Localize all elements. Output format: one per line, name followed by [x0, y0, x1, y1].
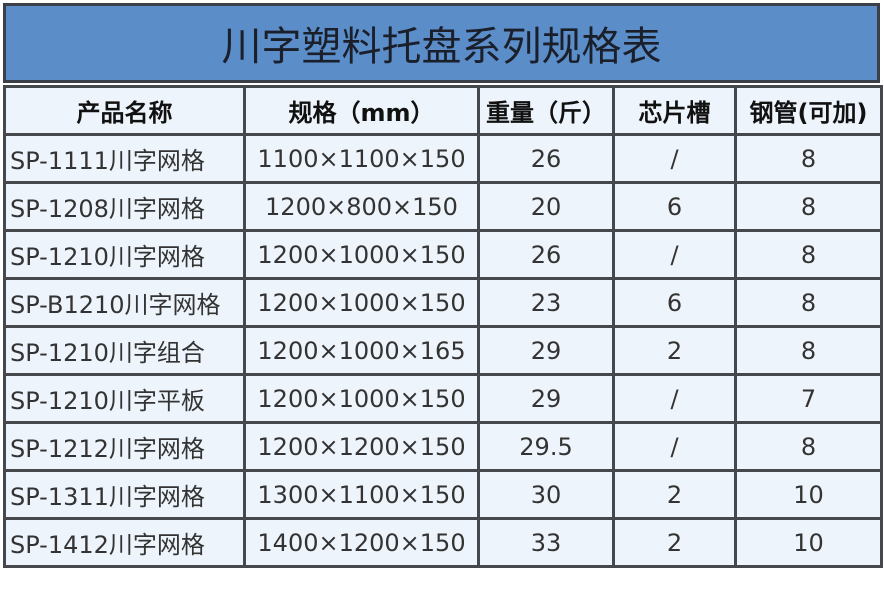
product-name-cell: SP-1311川字网格 — [3, 469, 246, 520]
chip-slot-cell: 6 — [612, 277, 737, 328]
steel-tube-cell: 8 — [734, 133, 883, 184]
product-name-cell: SP-1111川字网格 — [3, 133, 246, 184]
column-header: 重量（斤） — [477, 85, 615, 136]
table-row: SP-1212川字网格 1200×1200×150 29.5/8 — [3, 421, 883, 472]
chip-slot-cell: 2 — [612, 469, 737, 520]
spec-cell: 1200×1000×150 — [243, 373, 480, 424]
column-header: 钢管(可加) — [734, 85, 883, 136]
spec-table: 产品名称 规格（mm） 重量（斤） 芯片槽 钢管(可加) SP-1111川字网格 1100… — [3, 85, 883, 568]
product-name-cell: SP-1412川字网格 — [3, 517, 246, 568]
chip-slot-cell: / — [612, 133, 737, 184]
column-header: 规格（mm） — [243, 85, 480, 136]
steel-tube-cell: 7 — [734, 373, 883, 424]
spec-sheet: 川字塑料托盘系列规格表 产品名称 规格（mm） 重量（斤） 芯片槽 钢管(可加) SP-… — [3, 3, 883, 568]
steel-tube-cell: 8 — [734, 181, 883, 232]
spec-cell: 1200×1000×150 — [243, 277, 480, 328]
weight-cell: 26 — [477, 229, 615, 280]
weight-cell: 30 — [477, 469, 615, 520]
chip-slot-cell: / — [612, 373, 737, 424]
product-name-cell: SP-B1210川字网格 — [3, 277, 246, 328]
spec-cell: 1200×1200×150 — [243, 421, 480, 472]
column-header: 产品名称 — [3, 85, 246, 136]
spec-cell: 1100×1100×150 — [243, 133, 480, 184]
spec-cell: 1400×1200×150 — [243, 517, 480, 568]
weight-cell: 29.5 — [477, 421, 615, 472]
table-row: SP-1210川字网格 1200×1000×150 26/8 — [3, 229, 883, 280]
table-row: SP-B1210川字网格 1200×1000×150 23 6 8 — [3, 277, 883, 328]
chip-slot-cell: / — [612, 229, 737, 280]
product-name-cell: SP-1210川字组合 — [3, 325, 246, 376]
product-name-cell: SP-1212川字网格 — [3, 421, 246, 472]
product-name-cell: SP-1210川字平板 — [3, 373, 246, 424]
steel-tube-cell: 10 — [734, 517, 883, 568]
weight-cell: 29 — [477, 325, 615, 376]
table-row: SP-1210川字平板 1200×1000×150 29/7 — [3, 373, 883, 424]
spec-cell: 1200×800×150 — [243, 181, 480, 232]
table-row: SP-1311川字网格 1300×1100×150 30 2 10 — [3, 469, 883, 520]
table-title: 川字塑料托盘系列规格表 — [3, 3, 880, 83]
product-name-cell: SP-1208川字网格 — [3, 181, 246, 232]
spec-cell: 1300×1100×150 — [243, 469, 480, 520]
weight-cell: 33 — [477, 517, 615, 568]
steel-tube-cell: 8 — [734, 421, 883, 472]
weight-cell: 26 — [477, 133, 615, 184]
steel-tube-cell: 8 — [734, 277, 883, 328]
steel-tube-cell: 8 — [734, 325, 883, 376]
chip-slot-cell: 2 — [612, 517, 737, 568]
steel-tube-cell: 8 — [734, 229, 883, 280]
table-row: SP-1208川字网格 1200×800×150 20 6 8 — [3, 181, 883, 232]
chip-slot-cell: 6 — [612, 181, 737, 232]
table-row: SP-1111川字网格 1100×1100×150 26/8 — [3, 133, 883, 184]
product-name-cell: SP-1210川字网格 — [3, 229, 246, 280]
column-header: 芯片槽 — [612, 85, 737, 136]
chip-slot-cell: 2 — [612, 325, 737, 376]
table-row: SP-1412川字网格 1400×1200×150 33 2 10 — [3, 517, 883, 568]
spec-cell: 1200×1000×150 — [243, 229, 480, 280]
steel-tube-cell: 10 — [734, 469, 883, 520]
table-row: SP-1210川字组合 1200×1000×165 29 2 8 — [3, 325, 883, 376]
header-row: 产品名称 规格（mm） 重量（斤） 芯片槽 钢管(可加) — [3, 85, 883, 136]
weight-cell: 23 — [477, 277, 615, 328]
weight-cell: 20 — [477, 181, 615, 232]
weight-cell: 29 — [477, 373, 615, 424]
spec-cell: 1200×1000×165 — [243, 325, 480, 376]
chip-slot-cell: / — [612, 421, 737, 472]
